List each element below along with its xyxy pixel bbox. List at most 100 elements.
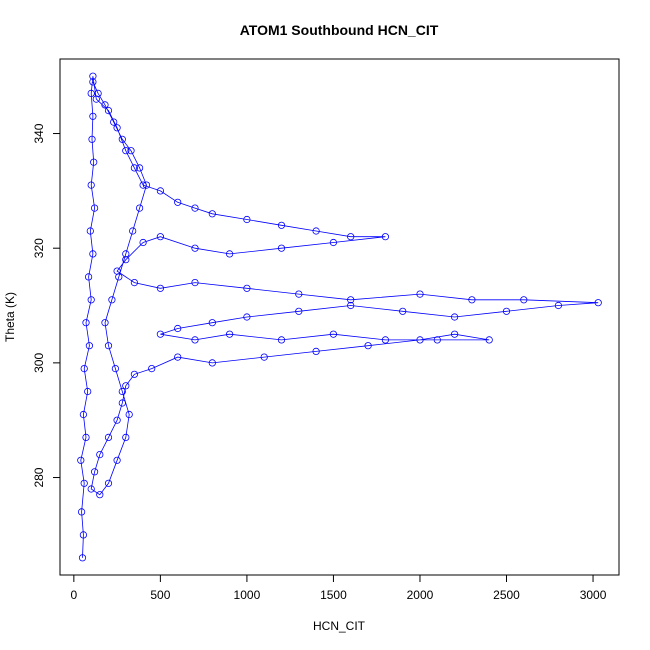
series-line	[80, 76, 599, 558]
data-point	[243, 284, 251, 292]
x-tick-label: 2500	[493, 588, 520, 602]
data-point	[96, 491, 104, 499]
data-point	[87, 181, 95, 189]
data-point	[82, 433, 90, 441]
data-point	[78, 554, 87, 562]
data-point	[89, 78, 97, 86]
data-point	[594, 299, 602, 307]
data-point	[108, 296, 116, 304]
data-point	[277, 221, 286, 229]
data-point	[156, 187, 164, 195]
y-tick-label: 340	[32, 123, 46, 143]
x-tick-label: 1500	[320, 588, 347, 602]
data-point	[148, 364, 156, 373]
data-point	[78, 508, 86, 516]
data-point	[554, 301, 563, 310]
x-axis: 0 500 1000 1500 2000 2500 3000	[71, 574, 607, 602]
data-point	[90, 158, 98, 166]
data-point	[122, 382, 130, 390]
data-point	[113, 124, 121, 132]
data-point	[347, 296, 355, 304]
data-point	[142, 181, 151, 189]
data-point	[110, 118, 118, 126]
data-point	[130, 370, 138, 378]
data-point	[122, 250, 130, 258]
data-point	[208, 319, 216, 327]
x-tick-label: 1000	[234, 588, 261, 602]
y-axis-label: Theta (K)	[3, 292, 17, 342]
data-point	[80, 364, 88, 373]
data-point	[118, 135, 126, 143]
data-point	[520, 296, 528, 304]
data-point	[77, 456, 85, 464]
data-point	[312, 227, 320, 235]
data-point	[277, 244, 286, 252]
data-point	[136, 164, 144, 172]
data-point	[139, 181, 147, 189]
data-point	[156, 330, 164, 338]
data-point	[329, 238, 337, 247]
data-point	[156, 284, 164, 292]
data-point	[87, 296, 95, 304]
data-point	[191, 336, 199, 344]
data-point	[243, 313, 251, 321]
data-point	[96, 450, 104, 459]
x-axis-label: HCN_CIT	[313, 619, 366, 633]
data-point	[364, 342, 372, 350]
x-tick-label: 500	[150, 588, 170, 602]
data-point	[450, 313, 459, 321]
data-point	[450, 330, 459, 338]
data-point	[277, 336, 286, 344]
y-tick-label: 300	[32, 353, 46, 373]
data-point	[122, 256, 130, 264]
data-point	[174, 324, 182, 333]
series-points	[77, 72, 602, 562]
data-point	[91, 468, 99, 476]
data-point	[347, 301, 355, 310]
data-point	[127, 147, 135, 155]
data-point	[191, 278, 199, 287]
data-point	[89, 72, 97, 80]
data-point	[139, 238, 147, 247]
data-point	[347, 233, 355, 241]
data-point	[104, 433, 113, 441]
y-tick-label: 280	[32, 467, 46, 487]
data-point	[122, 147, 130, 155]
y-axis: 280 300 320 340	[32, 123, 61, 488]
data-point	[118, 399, 126, 407]
data-point	[101, 319, 109, 327]
data-point	[260, 353, 268, 361]
data-point	[113, 416, 121, 424]
data-point	[79, 410, 88, 419]
data-point	[80, 479, 88, 487]
data-point	[122, 433, 130, 441]
data-point	[113, 456, 121, 464]
data-point	[89, 250, 97, 258]
data-point	[104, 479, 113, 487]
x-tick-label: 3000	[580, 588, 607, 602]
data-point	[86, 227, 94, 235]
data-point	[381, 233, 389, 241]
data-point	[84, 387, 92, 396]
data-point	[136, 204, 144, 212]
data-point	[111, 364, 120, 373]
data-point	[416, 336, 424, 344]
data-point	[468, 296, 476, 304]
data-point	[101, 101, 109, 109]
chart-title: ATOM1 Southbound HCN_CIT	[240, 22, 439, 38]
data-point	[433, 336, 441, 344]
data-point	[174, 353, 182, 361]
data-point	[87, 485, 95, 493]
x-tick-label: 0	[71, 588, 78, 602]
data-point	[85, 342, 94, 350]
data-point	[295, 290, 303, 298]
data-point	[416, 290, 424, 298]
data-point	[226, 330, 234, 338]
data-point	[89, 112, 97, 120]
data-point	[118, 387, 126, 396]
data-point	[243, 215, 251, 224]
data-point	[125, 410, 133, 419]
data-point	[82, 319, 90, 327]
